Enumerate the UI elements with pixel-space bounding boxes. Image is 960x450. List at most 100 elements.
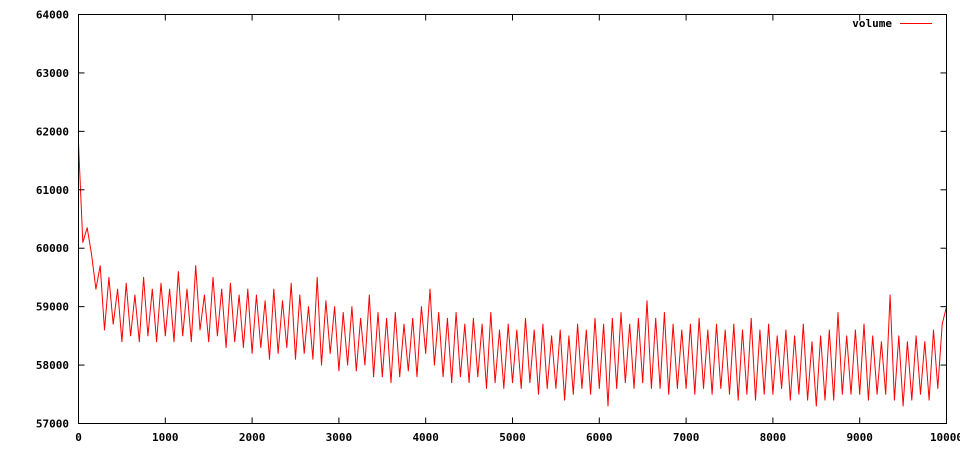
- data-point: [234, 341, 236, 343]
- data-point: [611, 317, 613, 319]
- data-point: [273, 288, 275, 290]
- data-point: [724, 329, 726, 331]
- data-point: [655, 317, 657, 319]
- x-tick-label: 9000: [846, 431, 873, 444]
- data-point: [290, 282, 292, 284]
- data-point: [125, 282, 127, 284]
- data-point: [433, 364, 435, 366]
- data-point: [247, 288, 249, 290]
- data-point: [82, 241, 84, 243]
- data-point: [607, 405, 609, 407]
- x-tick-label: 10000: [930, 431, 960, 444]
- data-point: [355, 370, 357, 372]
- data-point: [325, 300, 327, 302]
- data-point: [733, 323, 735, 325]
- data-point: [160, 282, 162, 284]
- data-point: [585, 329, 587, 331]
- data-point: [481, 323, 483, 325]
- y-tick-label: 58000: [36, 359, 69, 372]
- data-point: [663, 311, 665, 313]
- data-point: [498, 329, 500, 331]
- data-point: [312, 358, 314, 360]
- data-point: [86, 227, 88, 229]
- data-point: [659, 387, 661, 389]
- data-point: [303, 352, 305, 354]
- data-point: [195, 265, 197, 267]
- x-tick-label: 1000: [152, 431, 179, 444]
- data-point: [251, 352, 253, 354]
- data-point: [281, 300, 283, 302]
- data-point: [880, 341, 882, 343]
- data-point: [889, 294, 891, 296]
- legend: volume: [852, 17, 932, 30]
- data-point: [529, 382, 531, 384]
- data-point: [477, 376, 479, 378]
- data-point: [676, 387, 678, 389]
- data-point: [798, 393, 800, 395]
- data-point: [893, 399, 895, 401]
- data-point: [112, 323, 114, 325]
- y-tick-label: 57000: [36, 418, 69, 431]
- data-point: [468, 382, 470, 384]
- data-point: [99, 265, 101, 267]
- data-point: [177, 271, 179, 273]
- data-point: [490, 311, 492, 313]
- x-tick-label: 2000: [239, 431, 266, 444]
- data-point: [820, 335, 822, 337]
- data-point: [368, 294, 370, 296]
- data-point: [212, 276, 214, 278]
- data-point: [915, 335, 917, 337]
- data-point: [898, 335, 900, 337]
- data-point: [399, 376, 401, 378]
- data-point: [642, 382, 644, 384]
- data-point: [850, 393, 852, 395]
- data-point: [394, 311, 396, 313]
- data-point: [416, 376, 418, 378]
- data-point: [321, 364, 323, 366]
- data-point: [351, 306, 353, 308]
- data-point: [138, 341, 140, 343]
- data-point: [928, 399, 930, 401]
- data-point: [924, 341, 926, 343]
- data-point: [91, 253, 93, 255]
- data-point: [242, 347, 244, 349]
- data-point: [837, 311, 839, 313]
- data-point: [911, 399, 913, 401]
- data-point: [785, 329, 787, 331]
- x-tick-label: 6000: [586, 431, 613, 444]
- data-point: [260, 347, 262, 349]
- data-point: [807, 399, 809, 401]
- x-tick-label: 3000: [326, 431, 353, 444]
- data-point: [555, 387, 557, 389]
- series-line-volume: [78, 142, 947, 407]
- data-point: [229, 282, 231, 284]
- y-tick-label: 62000: [36, 125, 69, 138]
- data-point: [715, 323, 717, 325]
- data-point: [863, 323, 865, 325]
- data-point: [824, 399, 826, 401]
- data-point: [789, 399, 791, 401]
- data-point: [108, 276, 110, 278]
- plot-border: [78, 14, 947, 424]
- y-tick-label: 64000: [36, 9, 69, 22]
- data-point: [316, 276, 318, 278]
- data-point: [564, 399, 566, 401]
- x-tick-label: 0: [75, 431, 82, 444]
- data-point: [828, 329, 830, 331]
- data-point: [637, 317, 639, 319]
- data-point: [551, 335, 553, 337]
- data-point: [794, 335, 796, 337]
- legend-label-volume: volume: [852, 17, 892, 30]
- data-point: [633, 387, 635, 389]
- data-point: [854, 329, 856, 331]
- data-point: [347, 364, 349, 366]
- data-point: [841, 393, 843, 395]
- y-tick-label: 59000: [36, 301, 69, 314]
- data-point: [568, 335, 570, 337]
- data-point: [186, 288, 188, 290]
- data-point: [429, 288, 431, 290]
- data-point: [203, 294, 205, 296]
- data-point: [438, 311, 440, 313]
- data-point: [169, 288, 171, 290]
